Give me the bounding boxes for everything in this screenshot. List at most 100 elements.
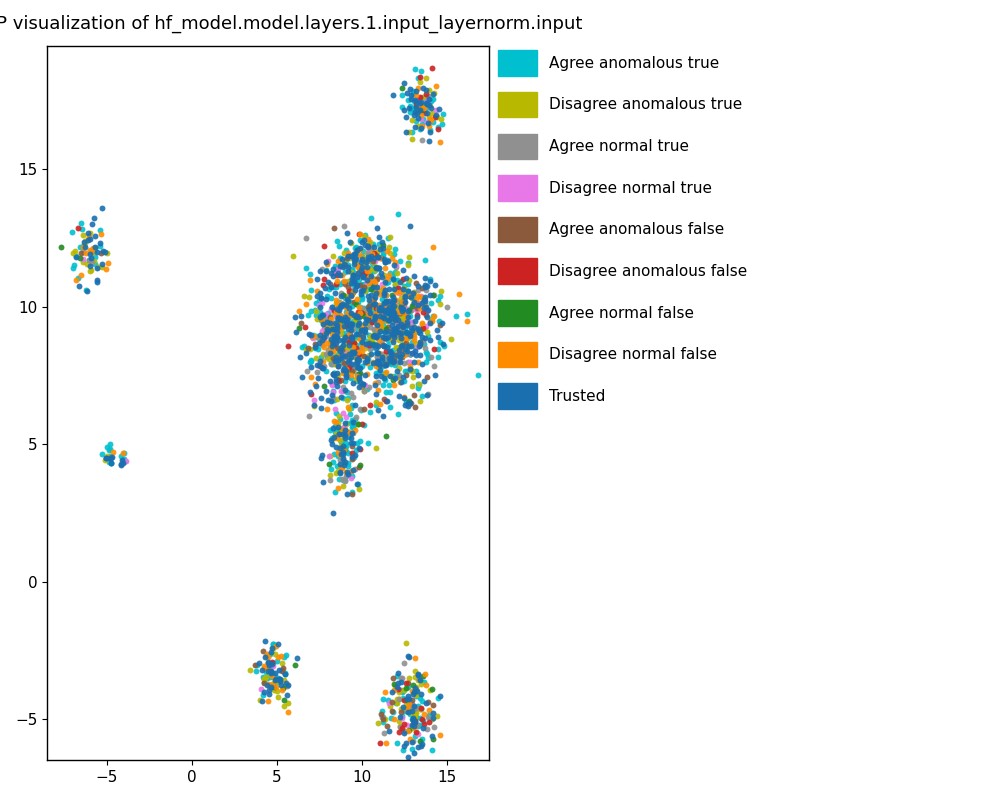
Agree normal false <box>349 243 365 256</box>
Agree anomalous true <box>399 705 415 718</box>
Disagree anomalous true <box>367 286 383 298</box>
Agree anomalous true <box>361 265 377 278</box>
Agree anomalous true <box>399 340 415 353</box>
Disagree normal false <box>360 233 376 246</box>
Trusted <box>344 273 360 286</box>
Disagree anomalous true <box>401 672 417 685</box>
Disagree anomalous true <box>274 663 290 676</box>
Disagree normal false <box>330 482 346 495</box>
Disagree anomalous false <box>409 309 425 322</box>
Disagree anomalous true <box>333 439 349 452</box>
Agree normal false <box>314 314 330 326</box>
Disagree normal false <box>352 227 368 240</box>
Disagree normal false <box>319 402 335 415</box>
Agree normal true <box>344 283 360 296</box>
Agree anomalous true <box>386 348 402 361</box>
Disagree anomalous true <box>361 348 377 361</box>
Trusted <box>333 390 349 403</box>
Agree anomalous false <box>356 350 372 362</box>
Disagree anomalous true <box>407 664 423 677</box>
Agree anomalous true <box>368 398 384 411</box>
Agree normal true <box>336 220 352 233</box>
Trusted <box>398 737 414 750</box>
Trusted <box>340 249 356 262</box>
Disagree normal false <box>330 351 346 364</box>
Disagree normal false <box>407 652 423 665</box>
Agree anomalous true <box>363 316 379 329</box>
Disagree anomalous true <box>363 277 379 290</box>
Agree normal true <box>335 385 351 398</box>
Agree anomalous true <box>375 359 391 372</box>
Agree anomalous true <box>421 708 437 721</box>
Agree anomalous true <box>418 356 434 369</box>
Agree anomalous true <box>323 345 339 358</box>
Disagree anomalous true <box>333 327 349 340</box>
Disagree anomalous true <box>324 303 340 316</box>
Trusted <box>372 363 388 376</box>
Trusted <box>393 332 409 345</box>
Trusted <box>380 306 396 318</box>
Agree anomalous true <box>347 331 363 344</box>
Agree anomalous true <box>371 366 387 379</box>
Disagree anomalous false <box>342 329 358 342</box>
Agree anomalous true <box>448 310 464 322</box>
Disagree normal false <box>302 274 318 286</box>
Agree normal true <box>326 353 342 366</box>
Trusted <box>314 309 330 322</box>
Agree anomalous true <box>363 342 379 354</box>
Disagree anomalous true <box>343 237 359 250</box>
Agree anomalous true <box>365 282 381 295</box>
Trusted <box>271 672 287 685</box>
Trusted <box>417 331 433 344</box>
Agree anomalous true <box>325 385 341 398</box>
Disagree normal false <box>340 348 356 361</box>
Trusted <box>417 281 433 294</box>
Disagree anomalous true <box>348 308 364 321</box>
Disagree normal false <box>377 262 393 274</box>
Trusted <box>338 370 354 383</box>
Agree anomalous true <box>356 270 372 283</box>
Agree anomalous true <box>411 718 427 731</box>
Disagree anomalous true <box>362 275 378 288</box>
Trusted <box>251 657 267 670</box>
Disagree anomalous true <box>296 290 312 302</box>
Disagree anomalous true <box>331 345 347 358</box>
Agree anomalous true <box>360 437 376 450</box>
Agree anomalous true <box>262 648 278 661</box>
Trusted <box>425 87 441 100</box>
Trusted <box>389 349 405 362</box>
Disagree anomalous true <box>332 434 348 446</box>
Trusted <box>329 330 345 343</box>
Agree anomalous true <box>371 326 387 339</box>
Disagree normal false <box>417 298 433 310</box>
Disagree anomalous true <box>328 427 344 440</box>
Disagree normal false <box>326 415 342 428</box>
Agree anomalous true <box>394 88 410 101</box>
Disagree normal false <box>385 306 401 318</box>
Trusted <box>410 669 426 682</box>
Agree anomalous false <box>260 656 276 669</box>
Agree anomalous true <box>378 325 394 338</box>
Disagree anomalous false <box>316 239 332 252</box>
Agree anomalous true <box>389 274 405 286</box>
Agree anomalous true <box>305 329 321 342</box>
Disagree anomalous true <box>404 722 420 734</box>
Agree anomalous true <box>378 386 394 398</box>
Agree normal true <box>334 472 350 485</box>
Disagree anomalous true <box>418 72 434 85</box>
Disagree anomalous true <box>432 297 448 310</box>
Agree normal false <box>291 322 307 335</box>
Agree anomalous true <box>332 252 348 265</box>
Trusted <box>257 651 273 664</box>
Disagree normal false <box>375 282 391 294</box>
Disagree normal false <box>349 370 365 383</box>
Agree anomalous true <box>330 450 346 462</box>
Trusted <box>413 122 429 134</box>
Trusted <box>382 370 398 382</box>
Trusted <box>386 294 402 306</box>
Disagree anomalous false <box>357 266 373 279</box>
Disagree normal false <box>412 335 428 348</box>
Agree anomalous true <box>398 396 414 409</box>
Agree normal false <box>352 366 368 379</box>
Trusted <box>401 102 417 114</box>
